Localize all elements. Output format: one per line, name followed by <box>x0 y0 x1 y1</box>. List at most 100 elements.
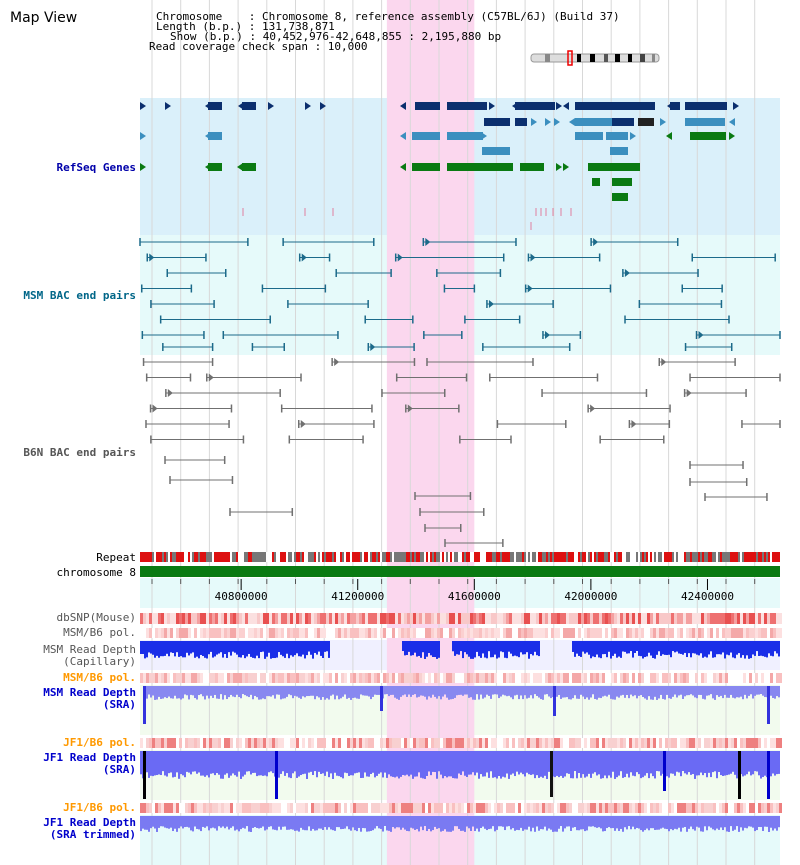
jf1-sra-depth-bar <box>574 751 576 772</box>
msm-sra-depth-bar <box>172 686 174 699</box>
dbsnp-cell <box>275 613 278 624</box>
repeat-segment <box>254 552 256 562</box>
dbsnp-cell <box>668 613 671 624</box>
msm-pol2-cell <box>617 673 620 683</box>
track-label-refseq[interactable]: RefSeq Genes <box>56 161 136 174</box>
track-label-jf1-depth-sra-1[interactable]: JF1 Read Depth <box>43 751 136 764</box>
msm-sra-depth-bar <box>744 686 746 695</box>
msm-pol2-cell <box>677 673 680 683</box>
dbsnp-cell <box>587 613 590 624</box>
track-label-jf1-b6-pol-1[interactable]: JF1/B6 pol. <box>63 736 136 749</box>
msm-pol-cell <box>329 628 332 638</box>
jf1-pol2-cell <box>311 803 314 813</box>
msm-pol2-cell <box>611 673 614 683</box>
jf1-sra-depth-bar <box>636 751 638 773</box>
msm-cap-depth-bar <box>150 641 152 654</box>
jf1-trim-depth-bar <box>450 816 452 832</box>
track-label-chromosome[interactable]: chromosome 8 <box>56 566 136 579</box>
dbsnp-cell <box>704 613 707 624</box>
msm-cap-depth-bar <box>728 641 730 656</box>
track-label-b6n-bac[interactable]: B6N BAC end pairs <box>23 446 136 459</box>
track-label-msm-bac[interactable]: MSM BAC end pairs <box>23 289 136 302</box>
repeat-segment <box>462 552 464 562</box>
msm-pol2-cell <box>425 673 428 683</box>
track-label-jf1-b6-pol-2[interactable]: JF1/B6 pol. <box>63 801 136 814</box>
jf1-sra-depth-bar <box>492 751 494 778</box>
dbsnp-cell <box>224 613 227 624</box>
msm-pol2-cell <box>599 673 602 683</box>
msm-cap-depth-bar <box>210 641 212 652</box>
jf1-pol2-cell <box>317 803 320 813</box>
repeat-segment <box>410 552 412 562</box>
jf1-trim-depth-bar <box>530 816 532 832</box>
msm-cap-depth-bar <box>732 641 734 658</box>
msm-sra-depth-bar <box>538 686 540 698</box>
track-label-dbsnp[interactable]: dbSNP(Mouse) <box>56 611 136 624</box>
jf1-pol2-cell <box>245 803 248 813</box>
jf1-trim-depth-bar <box>710 816 712 828</box>
repeat-segment <box>468 552 470 562</box>
msm-cap-depth-bar <box>212 641 214 658</box>
msm-cap-depth-bar <box>502 641 504 653</box>
msm-sra-depth-bar <box>578 686 580 699</box>
msm-cap-depth-bar <box>504 641 506 658</box>
jf1-sra-depth-bar <box>688 751 690 773</box>
jf1-trim-depth-bar <box>778 816 780 828</box>
msm-sra-depth-bar <box>222 686 224 700</box>
msm-sra-depth-bar <box>346 686 348 699</box>
msm-sra-depth-bar <box>774 686 776 699</box>
msm-cap-depth-bar <box>528 641 530 659</box>
jf1-trim-depth-bar <box>564 816 566 829</box>
gene-block <box>612 193 628 201</box>
track-label-msm-b6-pol-1[interactable]: MSM/B6 pol. <box>63 626 136 639</box>
track-label-repeat[interactable]: Repeat <box>96 551 136 564</box>
jf1-pol-cell <box>251 738 254 748</box>
jf1-pol-cell <box>293 738 296 748</box>
jf1-sra-depth-bar <box>148 751 150 778</box>
jf1-trim-depth-bar <box>736 816 738 827</box>
b6n-bac-pair-arrow <box>300 420 306 428</box>
jf1-pol2-cell <box>482 803 485 813</box>
repeat-segment <box>158 552 160 562</box>
jf1-sra-depth-bar <box>658 751 660 772</box>
repeat-segment <box>184 552 186 562</box>
repeat-segment <box>172 552 174 562</box>
jf1-pol2-cell <box>428 803 431 813</box>
msm-pol-cell <box>359 628 362 638</box>
jf1-trim-depth-bar <box>584 816 586 832</box>
gene-arrow <box>563 102 569 110</box>
jf1-sra-depth-bar <box>774 751 776 776</box>
msm-pol-cell <box>674 628 677 638</box>
msm-sra-depth-bar <box>620 686 622 696</box>
jf1-trim-depth-bar <box>682 816 684 828</box>
msm-sra-depth-bar <box>414 686 416 695</box>
msm-pol-cell <box>578 628 581 638</box>
jf1-trim-depth-bar <box>140 816 142 832</box>
msm-cap-depth-bar <box>244 641 246 659</box>
jf1-pol2-cell <box>677 803 680 813</box>
jf1-pol2-cell <box>734 803 737 813</box>
repeat-segment <box>344 552 346 562</box>
repeat-segment <box>422 552 424 562</box>
track-label-jf1-depth-trim-1[interactable]: JF1 Read Depth <box>43 816 136 829</box>
depth-spike <box>550 751 553 797</box>
msm-sra-depth-bar <box>600 686 602 699</box>
jf1-sra-depth-bar <box>652 751 654 777</box>
track-label-msm-depth-sra-1[interactable]: MSM Read Depth <box>43 686 136 699</box>
track-label-msm-depth-cap-1[interactable]: MSM Read Depth <box>43 643 136 656</box>
repeat-segment <box>384 552 386 562</box>
repeat-segment <box>650 552 652 562</box>
track-label-msm-b6-pol-2[interactable]: MSM/B6 pol. <box>63 671 136 684</box>
repeat-segment <box>644 552 646 562</box>
jf1-pol-cell <box>149 738 152 748</box>
jf1-pol2-cell <box>647 803 650 813</box>
jf1-sra-depth-bar <box>530 751 532 775</box>
msm-pol-cell <box>692 628 695 638</box>
jf1-trim-depth-bar <box>412 816 414 829</box>
jf1-sra-depth-bar <box>380 751 382 773</box>
msm-pol2-cell <box>671 673 674 683</box>
msm-pol-cell <box>269 628 272 638</box>
msm-pol2-cell <box>257 673 260 683</box>
